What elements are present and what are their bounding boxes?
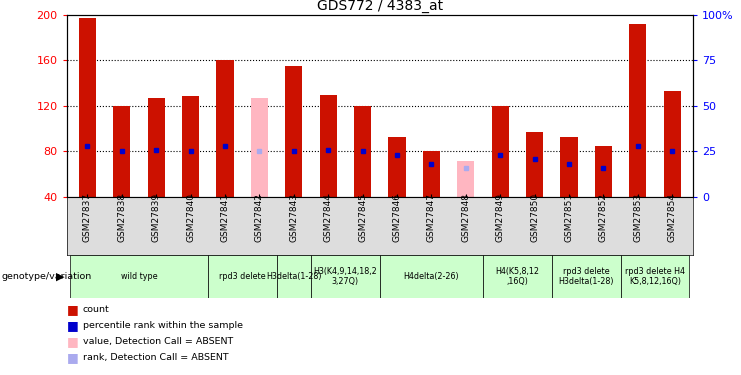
Bar bbox=[216, 60, 233, 197]
Text: genotype/variation: genotype/variation bbox=[1, 272, 92, 281]
Bar bbox=[491, 106, 509, 197]
Bar bbox=[276, 255, 311, 298]
Title: GDS772 / 4383_at: GDS772 / 4383_at bbox=[316, 0, 443, 13]
Text: rpd3 delete H4
K5,8,12,16Q): rpd3 delete H4 K5,8,12,16Q) bbox=[625, 267, 685, 286]
Bar bbox=[629, 24, 646, 197]
Text: count: count bbox=[83, 305, 110, 314]
Text: rpd3 delete
H3delta(1-28): rpd3 delete H3delta(1-28) bbox=[559, 267, 614, 286]
Text: H4delta(2-26): H4delta(2-26) bbox=[404, 272, 459, 281]
Bar bbox=[250, 98, 268, 197]
Bar bbox=[379, 255, 483, 298]
Text: value, Detection Call = ABSENT: value, Detection Call = ABSENT bbox=[83, 337, 233, 346]
Text: wild type: wild type bbox=[121, 272, 157, 281]
Text: rank, Detection Call = ABSENT: rank, Detection Call = ABSENT bbox=[83, 353, 229, 362]
Bar bbox=[311, 255, 379, 298]
Bar bbox=[207, 255, 276, 298]
Bar bbox=[526, 132, 543, 197]
Bar bbox=[182, 96, 199, 197]
Text: ▶: ▶ bbox=[56, 272, 64, 282]
Text: H3(K4,9,14,18,2
3,27Q): H3(K4,9,14,18,2 3,27Q) bbox=[313, 267, 377, 286]
Bar bbox=[620, 255, 689, 298]
Text: ■: ■ bbox=[67, 319, 79, 332]
Text: ■: ■ bbox=[67, 303, 79, 316]
Bar bbox=[113, 106, 130, 197]
Text: percentile rank within the sample: percentile rank within the sample bbox=[83, 321, 243, 330]
Bar bbox=[388, 136, 405, 197]
Bar bbox=[483, 255, 552, 298]
Bar bbox=[79, 18, 96, 197]
Bar bbox=[423, 152, 440, 197]
Bar bbox=[319, 94, 336, 197]
Text: H3delta(1-28): H3delta(1-28) bbox=[266, 272, 322, 281]
Bar bbox=[285, 66, 302, 197]
Bar bbox=[70, 255, 207, 298]
Bar bbox=[552, 255, 620, 298]
Text: rpd3 delete: rpd3 delete bbox=[219, 272, 265, 281]
Bar bbox=[664, 91, 681, 197]
Bar bbox=[595, 146, 612, 197]
Text: H4(K5,8,12
,16Q): H4(K5,8,12 ,16Q) bbox=[496, 267, 539, 286]
Text: ■: ■ bbox=[67, 335, 79, 348]
Bar bbox=[560, 136, 577, 197]
Bar bbox=[147, 98, 165, 197]
Bar bbox=[457, 160, 474, 197]
Bar bbox=[354, 106, 371, 197]
Text: ■: ■ bbox=[67, 351, 79, 364]
